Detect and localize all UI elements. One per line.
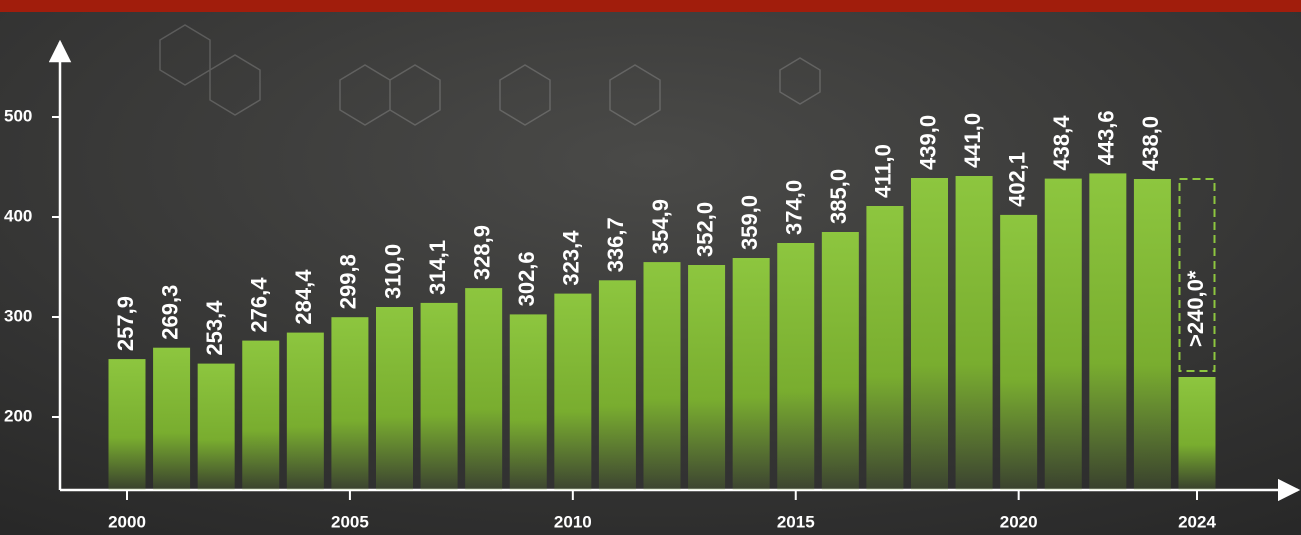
bar xyxy=(956,176,993,490)
value-label: 385,0 xyxy=(826,169,851,224)
bar xyxy=(198,364,235,490)
bar xyxy=(1089,173,1126,490)
bar xyxy=(911,178,948,490)
value-label: 257,9 xyxy=(113,296,138,351)
value-label: 284,4 xyxy=(291,269,316,325)
bar xyxy=(465,288,502,490)
bar xyxy=(153,348,190,490)
value-label: 352,0 xyxy=(692,202,717,257)
value-label: 441,0 xyxy=(960,113,985,168)
bar xyxy=(1000,215,1037,490)
bar xyxy=(822,232,859,490)
x-tick-label: 2024 xyxy=(1178,512,1216,531)
value-label: 253,4 xyxy=(202,300,227,356)
value-label: 439,0 xyxy=(915,115,940,170)
y-tick-label: 200 xyxy=(4,406,32,425)
bar xyxy=(421,303,458,490)
value-label: 443,6 xyxy=(1094,110,1119,165)
bar xyxy=(109,359,146,490)
value-label: 328,9 xyxy=(469,225,494,280)
value-label: 354,9 xyxy=(648,199,673,254)
y-tick-label: 400 xyxy=(4,206,32,225)
bar xyxy=(1179,377,1216,490)
bar xyxy=(331,317,368,490)
bar xyxy=(510,314,547,490)
bar xyxy=(688,265,725,490)
value-label: 302,6 xyxy=(514,251,539,306)
value-label: 314,1 xyxy=(425,240,450,295)
x-tick-label: 2020 xyxy=(1000,512,1038,531)
x-tick-label: 2005 xyxy=(331,512,369,531)
bar xyxy=(554,294,591,490)
bar xyxy=(376,307,413,490)
chart: 200 300 400 500 257,9 2000 269,3 253,4 276,4 284,… xyxy=(0,0,1301,535)
page: {"chart_data": {"type": "bar", "categori… xyxy=(0,0,1301,535)
bar xyxy=(866,206,903,490)
bar xyxy=(242,341,279,490)
value-label: >240,0* xyxy=(1183,270,1208,347)
y-tick-label: 500 xyxy=(4,106,32,125)
value-label: 336,7 xyxy=(603,217,628,272)
bar xyxy=(1134,179,1171,490)
value-label: 438,0 xyxy=(1138,116,1163,171)
bar xyxy=(644,262,681,490)
x-tick-label: 2015 xyxy=(777,512,815,531)
value-label: 359,0 xyxy=(737,195,762,250)
x-tick-label: 2000 xyxy=(108,512,146,531)
value-label: 299,8 xyxy=(336,254,361,309)
value-label: 310,0 xyxy=(380,244,405,299)
value-label: 374,0 xyxy=(782,180,807,235)
bar xyxy=(777,243,814,490)
value-label: 438,4 xyxy=(1049,115,1074,171)
value-label: 276,4 xyxy=(247,277,272,333)
value-label: 402,1 xyxy=(1004,152,1029,207)
bar xyxy=(599,280,636,490)
value-label: 323,4 xyxy=(559,230,584,286)
y-tick-label: 300 xyxy=(4,306,32,325)
value-label: 411,0 xyxy=(871,144,896,198)
x-tick-label: 2010 xyxy=(554,512,592,531)
bar xyxy=(733,258,770,490)
header-band xyxy=(0,0,1301,12)
value-label: 269,3 xyxy=(157,285,182,340)
bar xyxy=(1045,179,1082,490)
bar xyxy=(287,333,324,490)
